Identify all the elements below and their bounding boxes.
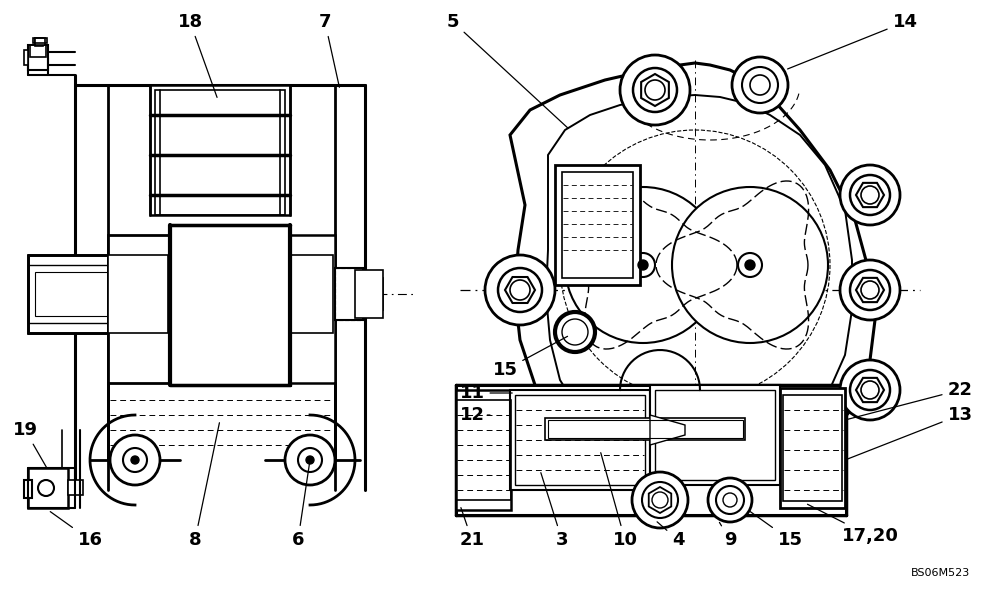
- Bar: [108, 235, 170, 383]
- Circle shape: [306, 456, 314, 464]
- Circle shape: [672, 187, 828, 343]
- Text: BS06M523: BS06M523: [911, 568, 970, 578]
- Text: 3: 3: [541, 473, 568, 549]
- Bar: [24, 480, 32, 498]
- Circle shape: [643, 78, 667, 102]
- Polygon shape: [505, 277, 535, 303]
- Bar: [28, 45, 48, 70]
- Text: 9: 9: [719, 523, 736, 549]
- Text: 13: 13: [848, 406, 972, 459]
- Bar: [363, 278, 383, 310]
- Bar: [28, 265, 138, 323]
- Text: 17,20: 17,20: [807, 504, 898, 545]
- Circle shape: [631, 253, 655, 277]
- Circle shape: [850, 370, 890, 410]
- Circle shape: [485, 255, 555, 325]
- Bar: [548, 420, 743, 438]
- Text: 18: 18: [177, 13, 217, 97]
- Bar: [35, 38, 45, 45]
- Text: 19: 19: [12, 421, 47, 467]
- Text: 5: 5: [447, 13, 568, 128]
- Bar: [28, 468, 68, 508]
- Circle shape: [742, 67, 778, 103]
- Circle shape: [123, 448, 147, 472]
- Bar: [28, 255, 138, 333]
- Circle shape: [716, 486, 744, 514]
- Bar: [456, 400, 511, 500]
- Text: 8: 8: [189, 423, 219, 549]
- Circle shape: [638, 260, 648, 270]
- Circle shape: [850, 175, 890, 215]
- Bar: [655, 390, 775, 480]
- Bar: [290, 255, 333, 333]
- Circle shape: [633, 68, 677, 112]
- Circle shape: [850, 270, 890, 310]
- Circle shape: [632, 472, 688, 528]
- Bar: [515, 395, 645, 485]
- Text: 11: 11: [460, 384, 512, 402]
- Circle shape: [745, 260, 755, 270]
- Circle shape: [38, 480, 54, 496]
- Text: 10: 10: [601, 452, 638, 549]
- Circle shape: [131, 456, 139, 464]
- Bar: [780, 388, 845, 508]
- Polygon shape: [856, 378, 884, 402]
- Text: 22: 22: [848, 381, 972, 419]
- Text: 14: 14: [788, 13, 918, 69]
- Polygon shape: [510, 63, 875, 497]
- Circle shape: [750, 75, 770, 95]
- Circle shape: [708, 478, 752, 522]
- Bar: [456, 385, 846, 515]
- Bar: [290, 235, 335, 383]
- Bar: [150, 85, 290, 215]
- Circle shape: [840, 360, 900, 420]
- Polygon shape: [649, 487, 671, 513]
- Circle shape: [732, 57, 788, 113]
- Circle shape: [565, 187, 721, 343]
- Bar: [155, 90, 285, 215]
- Bar: [562, 172, 633, 278]
- Bar: [35, 38, 43, 46]
- Bar: [335, 268, 363, 320]
- Text: 6: 6: [292, 463, 310, 549]
- Bar: [35, 272, 133, 316]
- Text: 7: 7: [319, 13, 339, 87]
- Bar: [783, 395, 842, 501]
- Circle shape: [642, 482, 678, 518]
- Polygon shape: [856, 278, 884, 302]
- Bar: [108, 255, 168, 333]
- Bar: [335, 268, 363, 320]
- Polygon shape: [856, 183, 884, 207]
- Bar: [456, 390, 511, 510]
- Bar: [24, 50, 28, 65]
- Bar: [355, 270, 383, 318]
- Text: 15: 15: [750, 512, 802, 549]
- Circle shape: [298, 448, 322, 472]
- Bar: [33, 38, 47, 43]
- Bar: [650, 385, 780, 485]
- Bar: [68, 480, 83, 495]
- Text: 4: 4: [657, 522, 684, 549]
- Polygon shape: [641, 74, 669, 106]
- Text: 16: 16: [50, 512, 103, 549]
- Bar: [170, 225, 290, 385]
- Circle shape: [840, 260, 900, 320]
- Bar: [510, 390, 650, 490]
- Circle shape: [620, 55, 690, 125]
- Text: 15: 15: [492, 337, 568, 379]
- Circle shape: [840, 165, 900, 225]
- Polygon shape: [650, 415, 685, 445]
- Bar: [545, 418, 745, 440]
- Circle shape: [110, 435, 160, 485]
- Circle shape: [738, 253, 762, 277]
- Bar: [555, 165, 640, 285]
- Circle shape: [285, 435, 335, 485]
- Circle shape: [555, 312, 595, 352]
- Circle shape: [498, 268, 542, 312]
- Text: 12: 12: [460, 406, 490, 424]
- Text: 21: 21: [460, 508, 484, 549]
- Circle shape: [562, 319, 588, 345]
- Bar: [30, 45, 46, 57]
